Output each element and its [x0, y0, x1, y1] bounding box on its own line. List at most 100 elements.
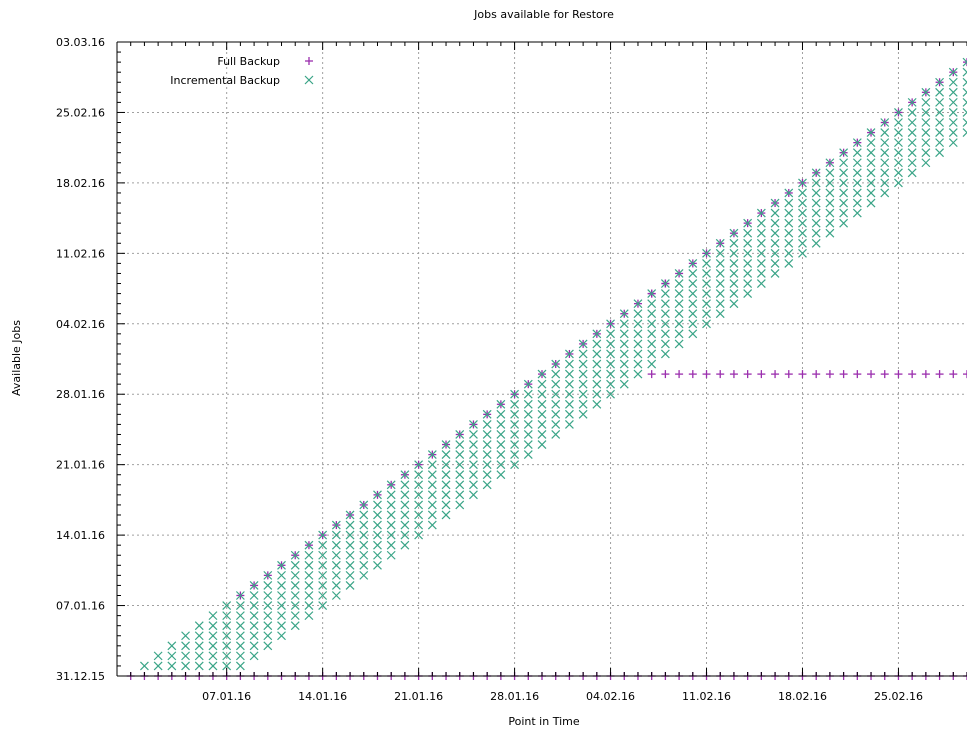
incremental-backup-point	[866, 178, 876, 188]
incremental-backup-point	[921, 97, 931, 107]
incremental-backup-point	[688, 299, 698, 309]
incremental-backup-point	[702, 289, 711, 299]
marker-d2	[729, 238, 739, 248]
marker-d2	[359, 560, 369, 570]
marker-d2	[633, 299, 643, 309]
marker-d2	[386, 550, 396, 560]
marker-d2	[455, 450, 465, 460]
incremental-backup-point	[414, 490, 424, 500]
incremental-backup-point	[811, 228, 821, 238]
x-axis-label: Point in Time	[508, 715, 579, 728]
incremental-backup-point	[839, 148, 849, 158]
marker-d2	[729, 299, 739, 309]
marker-d2	[660, 299, 670, 309]
marker-d2	[208, 611, 218, 621]
marker-d2	[866, 168, 876, 178]
incremental-backup-point	[318, 560, 328, 570]
legend-marker-incremental	[304, 75, 314, 85]
incremental-backup-point	[715, 309, 725, 319]
marker-d2	[482, 440, 492, 449]
incremental-backup-point	[359, 560, 369, 570]
marker-d2	[702, 299, 711, 309]
incremental-backup-point	[359, 530, 369, 540]
marker-d2	[688, 269, 698, 278]
marker-d2	[948, 108, 958, 117]
marker-d2	[167, 641, 177, 651]
marker-d2	[894, 178, 903, 188]
incremental-backup-point	[331, 530, 341, 540]
incremental-backup-point	[235, 601, 245, 610]
marker-d2	[578, 369, 588, 379]
incremental-backup-point	[510, 440, 520, 449]
incremental-backup-point	[304, 540, 314, 550]
marker-d2	[784, 188, 794, 198]
incremental-backup-point	[825, 198, 835, 208]
marker-d2	[222, 641, 232, 651]
marker-d2	[921, 158, 931, 168]
y-tick-label: 31.12.15	[56, 670, 105, 683]
marker-d2	[537, 369, 547, 379]
marker-d2	[263, 570, 273, 580]
marker-d2	[414, 510, 424, 520]
marker-d2	[373, 560, 382, 570]
marker-d2	[537, 409, 547, 419]
full-backup-point	[867, 370, 876, 379]
marker-d2	[222, 611, 232, 621]
grid	[117, 42, 967, 676]
incremental-backup-point	[263, 591, 273, 600]
marker-d2	[510, 419, 520, 429]
marker-d2	[578, 409, 588, 419]
full-backup-point	[702, 370, 711, 379]
incremental-backup-point	[702, 309, 711, 319]
marker-d2	[290, 560, 300, 570]
incremental-backup-point	[592, 369, 602, 379]
incremental-backup-point	[866, 138, 876, 148]
incremental-backup-point	[359, 510, 369, 520]
marker-d2	[277, 631, 286, 641]
incremental-backup-point	[592, 359, 602, 369]
incremental-backup-point	[647, 339, 657, 349]
chart-title: Jobs available for Restore	[473, 8, 614, 21]
incremental-backup-point	[798, 178, 807, 188]
incremental-backup-point	[373, 520, 382, 530]
incremental-backup-point	[674, 329, 684, 339]
incremental-backup-point	[702, 258, 711, 268]
incremental-backup-point	[935, 138, 945, 148]
incremental-backup-point	[345, 560, 355, 570]
marker-d2	[880, 138, 890, 148]
marker-d2	[647, 329, 657, 339]
marker-d2	[304, 75, 314, 85]
marker-d2	[660, 319, 670, 329]
incremental-backup-point	[606, 319, 615, 329]
incremental-backup-point	[578, 359, 588, 369]
marker-d2	[633, 329, 643, 339]
incremental-backup-point	[441, 450, 451, 460]
incremental-backup-point	[798, 198, 807, 208]
marker-d2	[249, 641, 259, 651]
marker-d2	[331, 581, 341, 590]
incremental-backup-point	[427, 480, 437, 490]
incremental-backup-point	[496, 460, 506, 470]
marker-d2	[592, 359, 602, 369]
marker-d2	[688, 279, 698, 288]
marker-d2	[935, 108, 945, 117]
marker-d2	[743, 269, 753, 278]
marker-d2	[688, 329, 698, 339]
full-backup-point	[784, 370, 793, 379]
incremental-backup-point	[935, 87, 945, 97]
marker-d2	[907, 148, 917, 158]
x-tick-label: 07.01.16	[202, 690, 251, 703]
legend: Full Backup Incremental Backup	[170, 55, 314, 87]
incremental-backup-point	[441, 510, 451, 520]
marker-d2	[798, 218, 807, 228]
incremental-backup-point	[386, 520, 396, 530]
incremental-backup-point	[249, 611, 259, 621]
incremental-backup-point	[386, 500, 396, 510]
y-tick-label: 04.02.16	[56, 318, 105, 331]
incremental-backup-point	[660, 289, 670, 299]
marker-d1	[962, 87, 967, 94]
marker-d2	[674, 309, 684, 319]
marker-d2	[798, 228, 807, 238]
marker-d2	[894, 108, 903, 117]
marker-d2	[386, 500, 396, 510]
